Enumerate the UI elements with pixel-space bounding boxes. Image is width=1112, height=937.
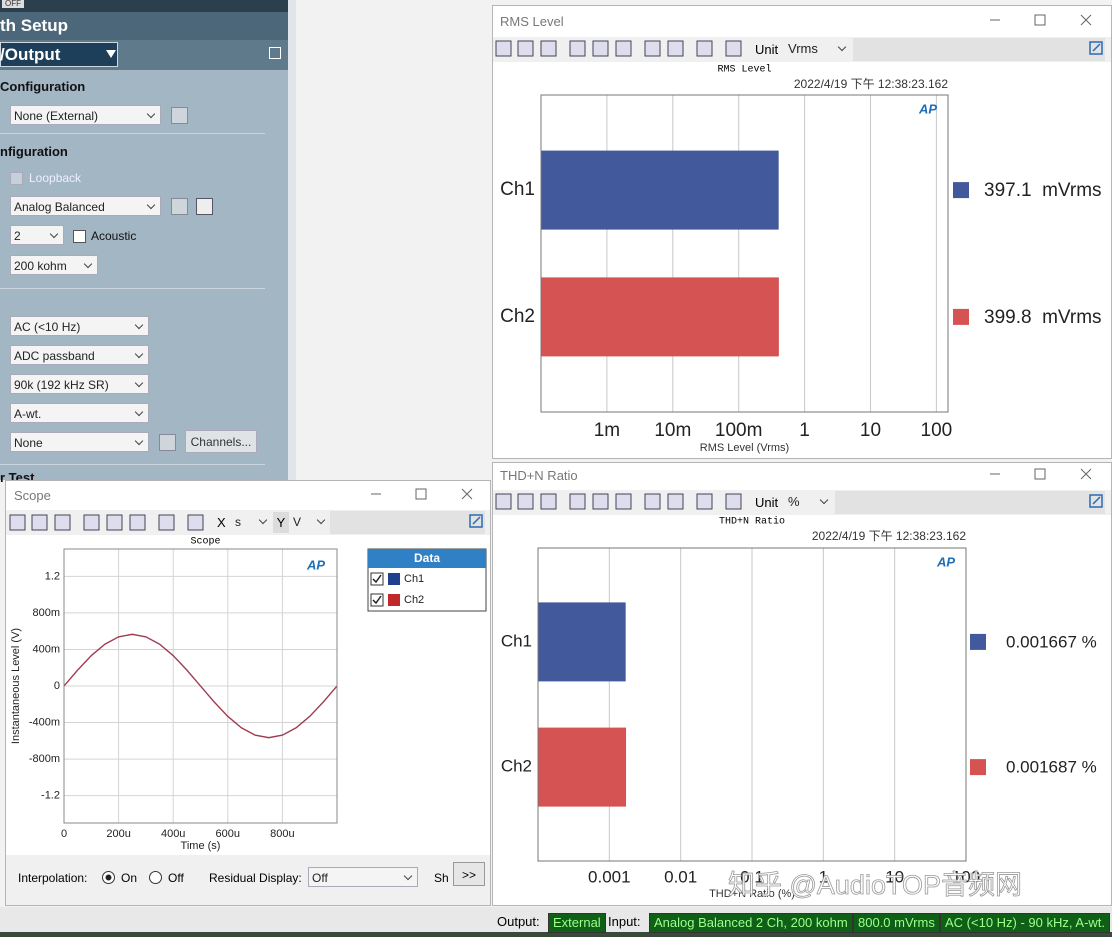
status-label: Input:: [608, 914, 641, 929]
unit-combo[interactable]: Vrms: [785, 39, 851, 59]
toolbar-fill: [853, 38, 1105, 61]
status-field: Analog Balanced 2 Ch, 200 kohm: [649, 913, 853, 933]
panel-header: [0, 12, 288, 40]
combo[interactable]: A-wt.: [10, 403, 149, 423]
top-strip: [0, 0, 288, 12]
gear-button[interactable]: [159, 434, 176, 451]
section-title: nfiguration: [0, 144, 68, 159]
checkbox[interactable]: [10, 172, 23, 185]
section-title: Configuration: [0, 79, 86, 94]
combo[interactable]: Analog Balanced: [10, 196, 161, 216]
window-title: RMS Level: [500, 14, 564, 29]
unit-label: Unit: [755, 42, 779, 57]
button[interactable]: >>: [453, 862, 485, 886]
combo[interactable]: None (External): [10, 105, 161, 125]
separator: [0, 288, 265, 289]
status-field: External: [548, 913, 606, 933]
window-title: THD+N Ratio: [500, 468, 578, 483]
separator: [0, 464, 265, 465]
radio-label: Off: [168, 871, 184, 885]
splitter: [288, 0, 296, 480]
label: Interpolation:: [18, 871, 88, 885]
combo[interactable]: 90k (192 kHz SR): [10, 374, 149, 394]
checkbox-label: Loopback: [29, 171, 82, 185]
dropdown-arrow: [106, 50, 116, 58]
axis-label: X: [217, 515, 226, 530]
combo[interactable]: AC (<10 Hz): [10, 316, 149, 336]
status-field: AC (<10 Hz) - 90 kHz, A-wt.: [940, 913, 1111, 933]
label: Sh: [434, 871, 449, 885]
radio-label: On: [121, 871, 138, 885]
toolbar-fill: [835, 491, 1105, 514]
window-title: Scope: [14, 488, 51, 503]
gear-button[interactable]: [171, 198, 188, 215]
radio[interactable]: [149, 871, 162, 884]
status-edge: [0, 932, 1112, 937]
radio[interactable]: [102, 871, 115, 884]
settings-button[interactable]: [196, 198, 213, 215]
button[interactable]: Channels...: [185, 430, 257, 453]
selector[interactable]: [0, 42, 118, 67]
unit-combo[interactable]: V: [290, 512, 330, 532]
unit-combo[interactable]: s: [232, 512, 272, 532]
badge: OFF: [2, 0, 24, 8]
separator: [0, 133, 265, 134]
scope-window: [5, 480, 491, 906]
toolbar-fill: [330, 511, 485, 534]
selector-text: /Output: [0, 45, 61, 64]
popout-icon[interactable]: [269, 47, 281, 59]
unit-label: Unit: [755, 495, 779, 510]
spinbox[interactable]: 2: [10, 225, 64, 245]
combo[interactable]: ADC passband: [10, 345, 149, 365]
rms-window: [492, 5, 1112, 459]
combo[interactable]: None: [10, 432, 149, 452]
label: Residual Display:: [209, 871, 302, 885]
panel-title: th Setup: [0, 16, 68, 35]
unit-combo[interactable]: %: [785, 492, 833, 512]
status-label: Output:: [497, 914, 540, 929]
checkbox[interactable]: [73, 230, 86, 243]
axis-label[interactable]: Y: [273, 512, 289, 533]
combo[interactable]: 200 kohm: [10, 255, 98, 275]
thd-window: [492, 462, 1112, 906]
checkbox-label: Acoustic: [91, 229, 137, 243]
combo[interactable]: Off: [308, 867, 418, 887]
gear-button[interactable]: [171, 107, 188, 124]
status-field: 800.0 mVrms: [853, 913, 940, 933]
